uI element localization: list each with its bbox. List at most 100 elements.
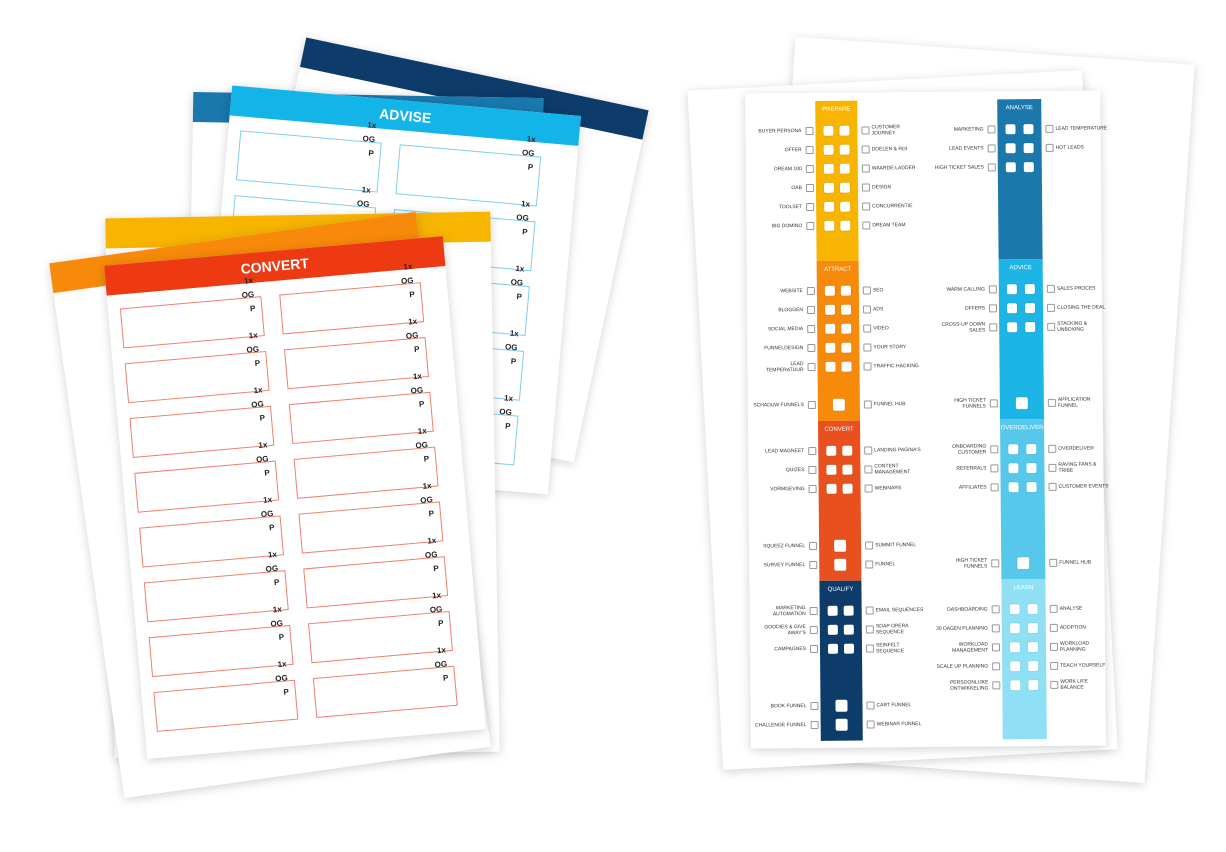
item-label: OFFER — [784, 147, 802, 154]
item-label: CROSS-UP DOWN SALES — [941, 321, 986, 334]
answer-box: 1x OG P — [153, 659, 299, 732]
item-label: CUSTOMER EVENTS — [1058, 483, 1109, 490]
checkbox — [988, 285, 997, 294]
section-title: CONVERT — [824, 426, 854, 433]
item-label: DASHBOARDING — [947, 606, 988, 613]
item-label: WEBINARS — [874, 485, 902, 492]
checkbox — [863, 400, 872, 409]
section-strip: ADVICE — [998, 258, 1044, 420]
checkbox — [865, 606, 874, 615]
box-label: OG — [274, 673, 289, 684]
icon — [824, 285, 835, 296]
icon — [824, 201, 835, 212]
item-label: OFFERS — [964, 305, 986, 312]
icon — [839, 144, 850, 155]
box-label: OG — [362, 134, 376, 145]
item-label: VIDEO — [873, 325, 889, 332]
icon — [1008, 463, 1019, 474]
checkbox — [992, 681, 1001, 690]
box-label: P — [437, 618, 444, 628]
answer-box: 1x OG P — [119, 276, 265, 349]
box-label: OG — [424, 549, 438, 560]
checkbox — [864, 484, 873, 493]
icon — [823, 163, 834, 174]
icon — [827, 643, 839, 654]
checkbox — [808, 484, 817, 494]
item-label: DESIGN — [871, 184, 892, 191]
checkbox — [1049, 604, 1058, 613]
answer-box: 1x OG P — [288, 371, 434, 445]
icon — [1027, 642, 1039, 653]
icon — [839, 182, 851, 193]
checkbox — [1047, 322, 1056, 331]
icon — [824, 304, 836, 315]
answer-box: 1x OG P — [298, 481, 444, 554]
item-label: TEACH YOURSELF — [1060, 662, 1106, 669]
item-label: CONTENT MANAGEMENT — [874, 463, 911, 476]
icon — [826, 445, 837, 456]
box-label: 1x — [262, 495, 273, 505]
box-label: OG — [356, 198, 370, 209]
checkbox — [805, 126, 814, 136]
checkbox — [1048, 463, 1057, 472]
box-label: OG — [270, 618, 284, 629]
box-label: 1x — [526, 134, 537, 145]
item-label: QUIZES — [785, 467, 805, 474]
checkbox — [1045, 143, 1054, 152]
checkbox — [809, 606, 818, 616]
item-label: PERSOONLIJKE ONTWIKKELING — [949, 679, 989, 692]
item-label: ADS — [873, 306, 884, 313]
icon — [1010, 680, 1021, 691]
checkbox — [863, 324, 872, 333]
funnel-icon — [835, 718, 848, 731]
item-label: WAARDE-LADDER — [871, 165, 916, 172]
box-label: 1x — [361, 185, 371, 195]
box-label: P — [504, 421, 511, 432]
box-label: OG — [260, 508, 274, 520]
checkbox — [865, 644, 875, 653]
box-label: 1x — [403, 261, 413, 272]
item-label: WORKLOAD MANAGEMENT — [952, 641, 989, 654]
box-label: OG — [241, 289, 255, 300]
icon — [841, 361, 852, 372]
box-label: P — [428, 508, 435, 519]
checkbox — [861, 183, 871, 192]
convert-sheet: CONVERT 1x OG P 1x OG P 1x OG P 1x OG P 1x OG P 1x OG P 1x… — [104, 236, 486, 759]
icon — [823, 182, 835, 193]
item-label: SEINFELT SEQUENCE — [875, 642, 905, 655]
item-label: WARM CALLING — [946, 286, 985, 293]
checkbox — [862, 202, 871, 211]
icon — [1010, 661, 1021, 672]
box-label: 1x — [277, 659, 287, 670]
checkbox — [807, 324, 816, 334]
checkbox — [809, 541, 818, 551]
item-label: HIGH TICKET SALES — [934, 164, 984, 171]
section-strip: ANALYSE — [997, 98, 1043, 260]
box-label: OG — [265, 563, 279, 574]
funnel-icon — [1015, 397, 1028, 410]
icon — [839, 125, 850, 136]
checkbox — [987, 144, 996, 153]
item-label: MARKETING — [953, 126, 984, 133]
checkbox — [805, 145, 814, 155]
checkbox — [807, 305, 816, 315]
checkbox — [864, 465, 873, 474]
box-label: P — [254, 358, 261, 368]
icon — [1028, 680, 1039, 691]
box-label: OG — [250, 399, 265, 410]
funnel-icon — [834, 539, 847, 552]
icon — [1006, 303, 1018, 314]
checkbox — [989, 323, 998, 332]
box-label: 1x — [248, 330, 259, 341]
item-label: REFERRALS — [956, 465, 987, 472]
item-label: DOELEN & ROI — [871, 146, 908, 153]
box-label: 1x — [431, 590, 442, 601]
box-label: 1x — [520, 199, 531, 209]
checkbox — [866, 701, 875, 710]
item-label: DREAM 100 — [773, 166, 802, 173]
checkbox — [1048, 444, 1057, 453]
box-label: 1x — [272, 604, 283, 615]
icon — [1023, 162, 1034, 173]
icon — [841, 323, 852, 334]
